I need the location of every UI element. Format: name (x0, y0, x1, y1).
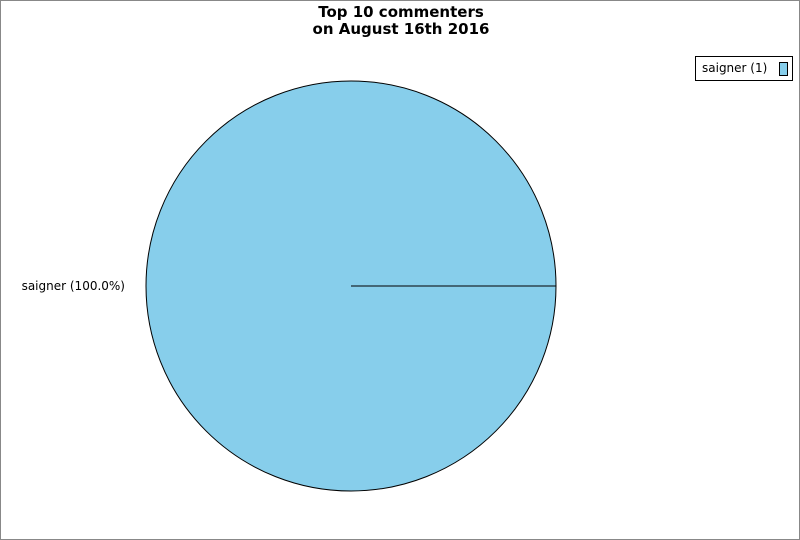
chart-title-line-1: Top 10 commenters (318, 3, 484, 21)
legend-swatch (779, 62, 788, 76)
chart-title: Top 10 commenters on August 16th 2016 (1, 3, 799, 38)
legend: saigner (1) (695, 56, 793, 81)
legend-label: saigner (1) (702, 61, 768, 75)
slice-label: saigner (100.0%) (22, 279, 125, 293)
chart-title-line-2: on August 16th 2016 (312, 20, 490, 38)
